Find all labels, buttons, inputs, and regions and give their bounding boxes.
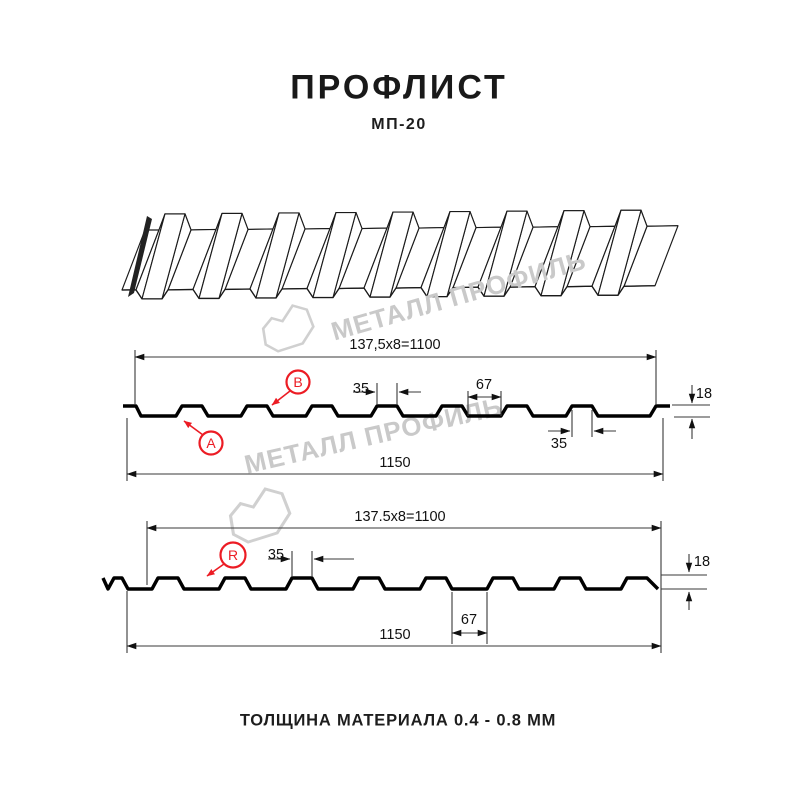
dim-pitch-formula-bottom: 137.5x8=1100 bbox=[354, 509, 446, 525]
dim-rib-top-35-r: 35 bbox=[267, 547, 285, 563]
page-title: ПРОФЛИСТ bbox=[290, 68, 508, 107]
dim-height-18-bottom: 18 bbox=[693, 554, 711, 570]
dim-overall-width-top: 1150 bbox=[379, 455, 411, 471]
callout-b-label: B bbox=[293, 374, 303, 390]
dim-height-18-top: 18 bbox=[695, 386, 713, 402]
dim-overall-width-bottom: 1150 bbox=[379, 627, 411, 643]
dim-pitch-formula-top: 137,5x8=1100 bbox=[349, 337, 441, 353]
material-thickness-caption: ТОЛЩИНА МАТЕРИАЛА 0.4 - 0.8 ММ bbox=[239, 711, 557, 730]
section-r-callouts bbox=[206, 541, 247, 577]
watermark-brand-text-top: МЕТАЛЛ ПРОФИЛЬ bbox=[327, 244, 590, 347]
dim-rib-bottom-35: 35 bbox=[550, 436, 568, 452]
callout-a-label: A bbox=[206, 435, 216, 451]
callout-r-label: R bbox=[227, 547, 239, 563]
dim-valley-67-r: 67 bbox=[460, 612, 478, 628]
watermark-brand-text-middle: МЕТАЛЛ ПРОФИЛЬ bbox=[241, 391, 506, 480]
section-r-profile bbox=[101, 576, 660, 591]
dim-valley-67: 67 bbox=[475, 377, 493, 393]
dim-rib-top-35: 35 bbox=[352, 381, 370, 397]
page-subtitle: МП-20 bbox=[371, 116, 427, 133]
section-r-dimension-lines bbox=[126, 521, 707, 653]
